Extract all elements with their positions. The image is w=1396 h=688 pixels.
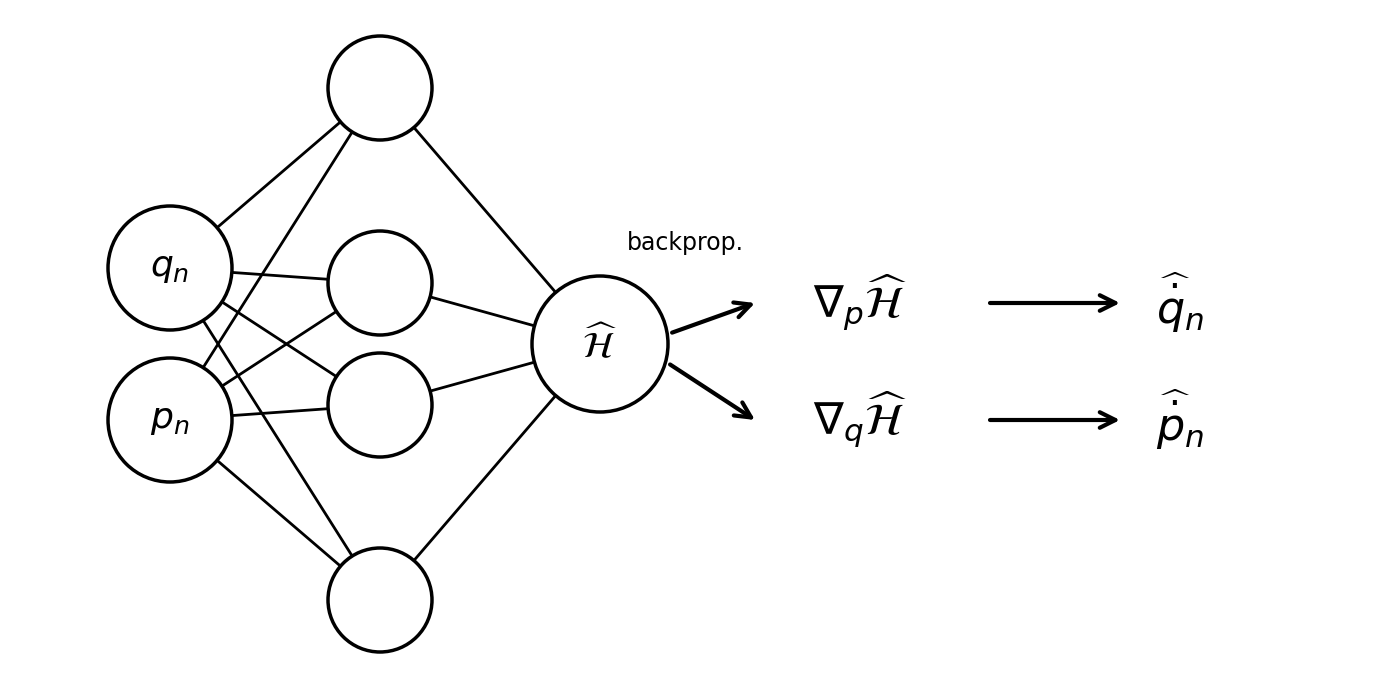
Text: $\nabla_q \widehat{\mathcal{H}}$: $\nabla_q \widehat{\mathcal{H}}$ bbox=[812, 390, 907, 450]
Circle shape bbox=[328, 231, 431, 335]
Text: backprop.: backprop. bbox=[627, 231, 744, 255]
Circle shape bbox=[107, 206, 232, 330]
Circle shape bbox=[328, 353, 431, 457]
Circle shape bbox=[328, 548, 431, 652]
Circle shape bbox=[328, 36, 431, 140]
Text: $\widehat{\mathcal{H}}$: $\widehat{\mathcal{H}}$ bbox=[582, 324, 618, 364]
Text: $q_n$: $q_n$ bbox=[151, 251, 190, 285]
Text: $p_n$: $p_n$ bbox=[151, 403, 190, 437]
Text: $\widehat{\dot{p}}_n$: $\widehat{\dot{p}}_n$ bbox=[1156, 388, 1205, 452]
Text: $\widehat{\dot{q}}_n$: $\widehat{\dot{q}}_n$ bbox=[1156, 271, 1205, 335]
Text: $\nabla_p \widehat{\mathcal{H}}$: $\nabla_p \widehat{\mathcal{H}}$ bbox=[812, 272, 907, 333]
Circle shape bbox=[107, 358, 232, 482]
Circle shape bbox=[532, 276, 669, 412]
